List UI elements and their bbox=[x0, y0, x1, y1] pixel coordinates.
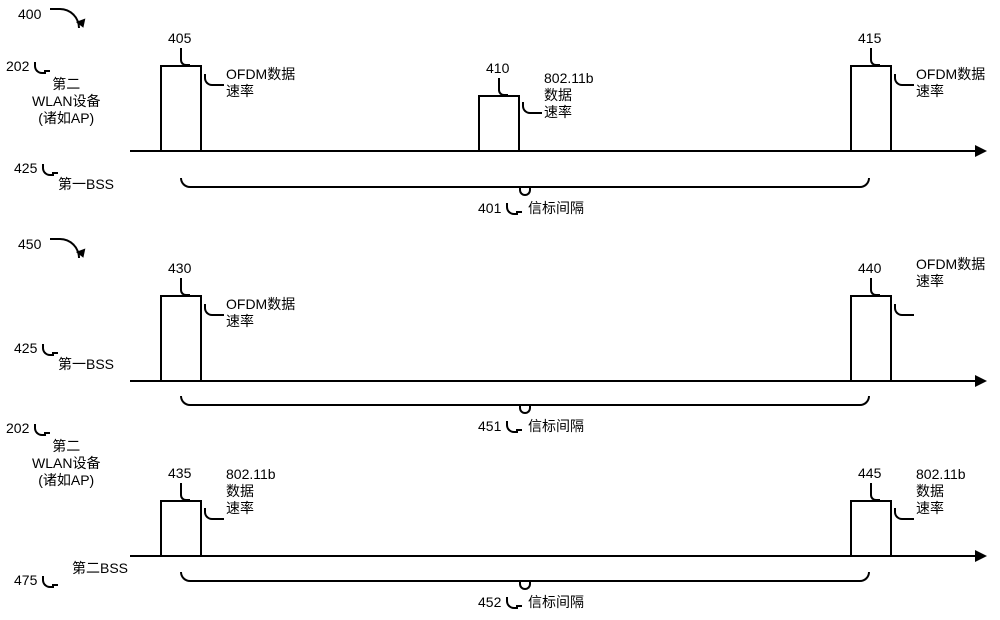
ref-405: 405 bbox=[168, 30, 191, 47]
leader-410 bbox=[522, 100, 542, 114]
ref-425-top: 425 bbox=[14, 160, 37, 177]
ref-445: 445 bbox=[858, 465, 881, 482]
rate-430: OFDM数据 速率 bbox=[226, 296, 295, 330]
ref-440: 440 bbox=[858, 260, 881, 277]
interval-452: 信标间隔 bbox=[528, 594, 584, 611]
bss1-label-mid: 第一BSS bbox=[58, 356, 114, 373]
tick-415 bbox=[864, 48, 878, 64]
hook-401 bbox=[506, 203, 522, 217]
ref-410: 410 bbox=[486, 60, 509, 77]
ref-400: 400 bbox=[18, 6, 41, 23]
hook-475 bbox=[42, 576, 58, 590]
ref-401: 401 bbox=[478, 200, 501, 217]
leader-445 bbox=[894, 506, 914, 520]
ref-arrow-450 bbox=[50, 238, 84, 258]
ref-202-mid: 202 bbox=[6, 420, 29, 437]
bar-435 bbox=[160, 500, 202, 555]
bar-415 bbox=[850, 65, 892, 150]
bar-410 bbox=[478, 95, 520, 150]
hook-425-top bbox=[42, 164, 58, 178]
interval-451: 信标间隔 bbox=[528, 418, 584, 435]
rate-445: 802.11b 数据 速率 bbox=[916, 466, 966, 516]
leader-440 bbox=[894, 302, 914, 316]
ref-425-mid: 425 bbox=[14, 340, 37, 357]
ref-475: 475 bbox=[14, 572, 37, 589]
ref-202-top: 202 bbox=[6, 58, 29, 75]
device-label-mid: 第二 WLAN设备 (诸如AP) bbox=[32, 438, 100, 488]
axis-mid bbox=[130, 380, 985, 382]
leader-430 bbox=[204, 302, 224, 316]
ref-415: 415 bbox=[858, 30, 881, 47]
ref-430: 430 bbox=[168, 260, 191, 277]
hook-452 bbox=[506, 597, 522, 611]
tick-410 bbox=[492, 78, 506, 94]
hook-451 bbox=[506, 421, 522, 435]
bss1-label-top: 第一BSS bbox=[58, 176, 114, 193]
brace-401 bbox=[180, 178, 870, 196]
rate-440: OFDM数据 速率 bbox=[916, 256, 985, 290]
rate-435: 802.11b 数据 速率 bbox=[226, 466, 276, 516]
leader-415 bbox=[894, 72, 914, 86]
ref-arrow-400 bbox=[50, 8, 84, 28]
bar-440 bbox=[850, 295, 892, 380]
interval-401: 信标间隔 bbox=[528, 200, 584, 217]
ref-435: 435 bbox=[168, 465, 191, 482]
axis-top bbox=[130, 150, 985, 152]
tick-440 bbox=[864, 278, 878, 294]
bar-430 bbox=[160, 295, 202, 380]
device-label-top: 第二 WLAN设备 (诸如AP) bbox=[32, 76, 100, 126]
brace-452 bbox=[180, 572, 870, 590]
hook-425-mid bbox=[42, 344, 58, 358]
rate-415: OFDM数据 速率 bbox=[916, 66, 985, 100]
tick-435 bbox=[174, 483, 188, 499]
axis-bot bbox=[130, 555, 985, 557]
rate-410: 802.11b 数据 速率 bbox=[544, 70, 594, 120]
hook-202-mid bbox=[34, 424, 50, 438]
brace-451 bbox=[180, 396, 870, 414]
ref-450: 450 bbox=[18, 236, 41, 253]
bss2-label: 第二BSS bbox=[72, 560, 128, 577]
leader-405 bbox=[204, 72, 224, 86]
tick-445 bbox=[864, 483, 878, 499]
tick-405 bbox=[174, 48, 188, 64]
tick-430 bbox=[174, 278, 188, 294]
leader-435 bbox=[204, 506, 224, 520]
bar-405 bbox=[160, 65, 202, 150]
bar-445 bbox=[850, 500, 892, 555]
rate-405: OFDM数据 速率 bbox=[226, 66, 295, 100]
hook-202-top bbox=[34, 62, 50, 76]
ref-452: 452 bbox=[478, 594, 501, 611]
ref-451: 451 bbox=[478, 418, 501, 435]
